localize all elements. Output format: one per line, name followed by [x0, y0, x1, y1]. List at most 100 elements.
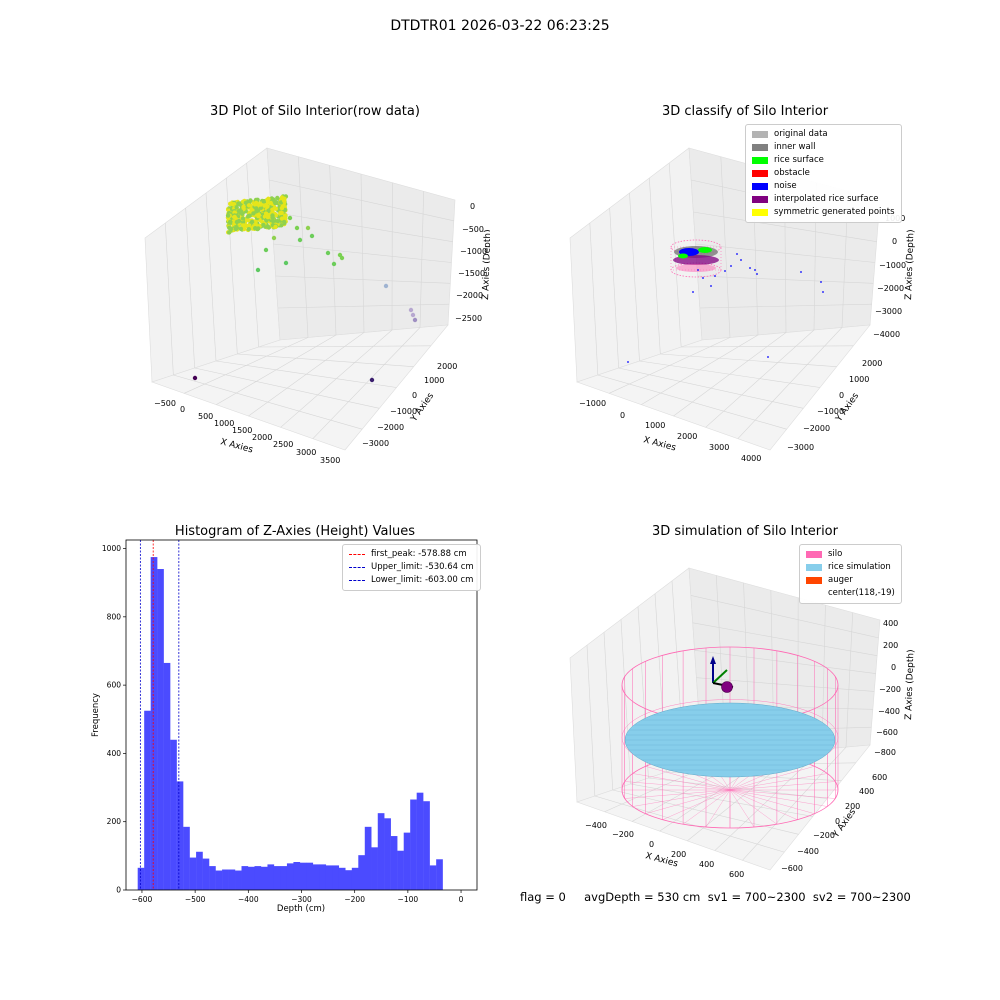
panel-simulation: 3D simulation of Silo Interior −400 −200… — [565, 520, 925, 890]
data-point — [246, 218, 251, 223]
z-axis-label: Z Axies (Depth) — [481, 229, 490, 300]
classify-3d-plot: −1000 0 1000 2000 3000 4000 X Axies 2000… — [569, 147, 916, 463]
histogram-bar — [260, 866, 268, 890]
legend-line — [349, 554, 365, 555]
legend-entry: silo — [806, 548, 895, 561]
noise-point — [692, 291, 694, 293]
histogram-bar — [371, 847, 378, 890]
gridline — [690, 595, 879, 639]
data-point — [265, 214, 270, 220]
legend-label: silo — [828, 549, 843, 559]
legend-label: original data — [774, 129, 828, 139]
z-tick: −4000 — [873, 330, 900, 339]
data-point — [230, 202, 235, 207]
classify-z-ticks: 1000 0 −1000 −2000 −3000 −4000 — [873, 214, 906, 339]
histogram-bar — [397, 850, 404, 890]
figure-title: DTDTR01 2026-03-22 06:23:25 — [390, 18, 610, 34]
y-tick: 1000 — [424, 376, 444, 385]
y-tick: −3000 — [787, 443, 814, 452]
x-tick: 3000 — [296, 448, 316, 457]
data-point — [279, 223, 284, 228]
data-point — [273, 224, 278, 230]
y-tick: −200 — [813, 831, 835, 840]
noise-point — [724, 270, 726, 272]
y-tick: −400 — [797, 847, 819, 856]
data-point — [225, 213, 231, 218]
silo-floor-spoke — [705, 789, 731, 828]
auger-y-axis — [712, 669, 728, 684]
gridline — [589, 222, 599, 376]
raw-y-ticks: 2000 1000 0 −1000 −2000 −3000 — [362, 362, 457, 448]
y-tick: 400 — [859, 787, 874, 796]
raw-x-ticks: −500 0 500 1000 1500 2000 2500 3000 3500 — [154, 399, 340, 465]
raw-grid — [165, 156, 454, 439]
gridline — [629, 192, 640, 362]
data-point — [236, 201, 241, 206]
histogram-bar — [423, 801, 430, 890]
legend-swatch — [752, 209, 768, 216]
y-tick: 0 — [835, 817, 840, 826]
simulation-x-ticks: −400 −200 0 200 400 600 — [585, 821, 744, 879]
y-tick: 2000 — [437, 362, 457, 371]
x-tick: 3000 — [709, 443, 729, 452]
x-tick: 200 — [671, 850, 686, 859]
histogram-bar — [358, 855, 365, 890]
chart-title: 3D classify of Silo Interior — [661, 104, 829, 119]
z-tick: −1500 — [458, 269, 485, 278]
x-tick: −400 — [585, 821, 607, 830]
x-tick: −200 — [612, 830, 634, 839]
z-tick: −2000 — [456, 291, 483, 300]
status-line: flag = 0 avgDepth = 530 cm sv1 = 700~230… — [520, 890, 911, 904]
histogram-bar — [202, 858, 210, 890]
data-point — [266, 196, 271, 202]
data-point — [383, 283, 389, 289]
legend-entry: rice surface — [752, 154, 895, 167]
y-tick: −600 — [781, 864, 803, 873]
x-tick: 0 — [649, 840, 654, 849]
x-tick-label: −100 — [398, 895, 419, 904]
histogram-bar — [410, 799, 417, 890]
x-tick: 600 — [729, 870, 744, 879]
data-point — [232, 214, 237, 220]
rice-surface-points — [698, 247, 712, 253]
classify-noise-points — [627, 253, 824, 363]
legend-entry: rice simulation — [806, 561, 895, 574]
data-point — [256, 213, 261, 219]
data-point — [412, 317, 418, 323]
legend-entry: Upper_limit: -530.64 cm — [349, 561, 474, 574]
gridline — [277, 303, 450, 309]
data-point — [253, 200, 259, 205]
histogram-bar — [293, 862, 301, 890]
histogram-bar — [137, 867, 145, 890]
histogram-bar — [338, 867, 346, 890]
y-tick: −2000 — [803, 424, 830, 433]
x-tick: 1000 — [214, 419, 234, 428]
legend-swatch — [752, 170, 768, 177]
z-tick: −200 — [879, 685, 901, 694]
data-point — [271, 235, 277, 241]
histogram-bar — [170, 739, 177, 890]
histogram-bar — [351, 867, 359, 890]
classify-x-ticks: −1000 0 1000 2000 3000 4000 — [579, 399, 761, 463]
gridline — [586, 645, 596, 797]
x-tick: 2500 — [273, 440, 293, 449]
data-point — [279, 205, 285, 211]
legend-label: rice simulation — [828, 562, 891, 572]
legend-label: auger — [828, 575, 853, 585]
silo-floor-spoke — [729, 789, 815, 814]
y-tick: 600 — [872, 773, 887, 782]
x-tick: −500 — [154, 399, 176, 408]
auger-arrow-icon — [710, 656, 716, 664]
data-point — [261, 199, 266, 204]
histogram-bar — [429, 865, 437, 890]
noise-point — [697, 269, 699, 271]
noise-point — [714, 275, 716, 277]
histogram-bar — [144, 710, 151, 890]
data-point — [263, 203, 268, 208]
legend-entry: symmetric generated points — [752, 206, 895, 219]
x-tick-label: −400 — [238, 895, 259, 904]
gridline — [312, 327, 421, 439]
histogram-bar — [345, 870, 353, 890]
legend-entry: inner wall — [752, 141, 895, 154]
histogram-y-ticks: 0 200 400 600 800 1000 — [102, 544, 126, 895]
